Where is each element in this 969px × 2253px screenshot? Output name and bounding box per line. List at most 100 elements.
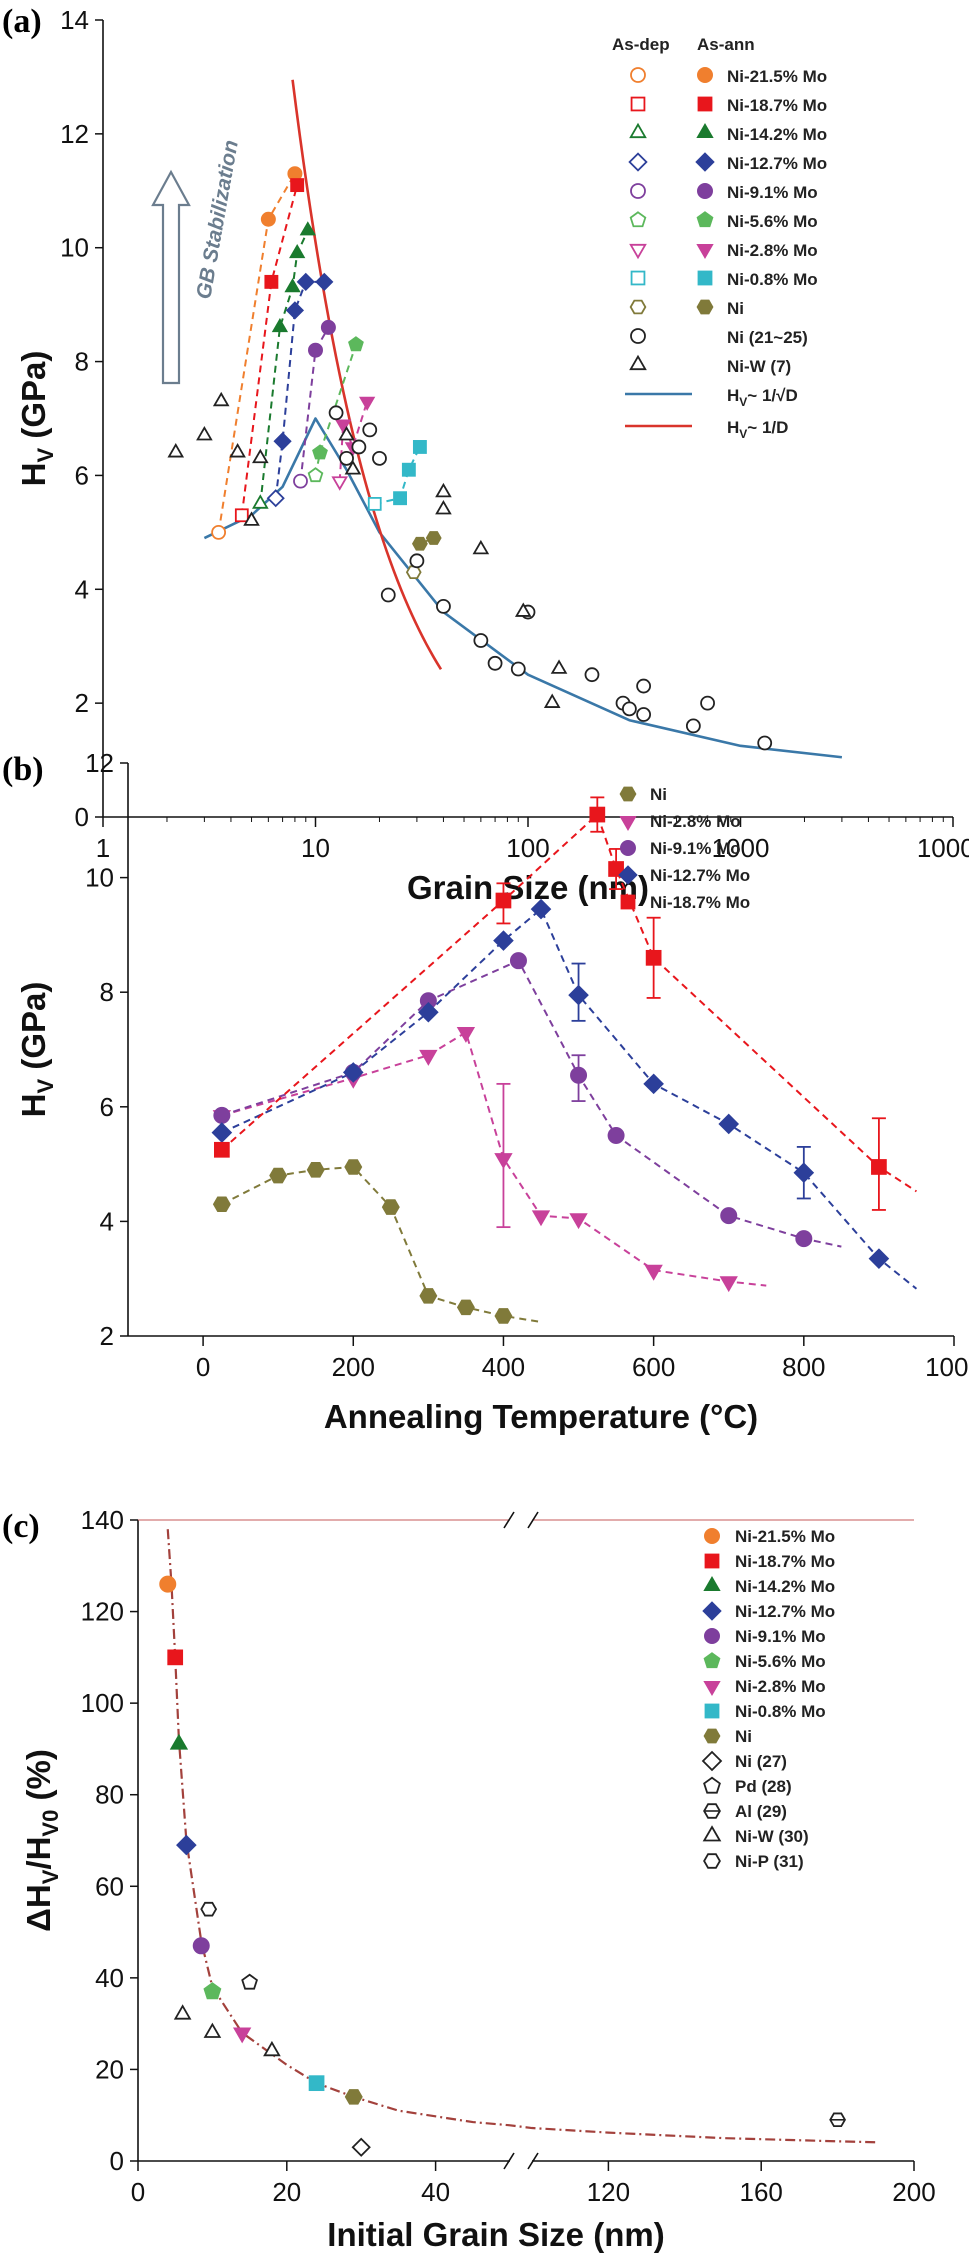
dashed-line-ni-2-8-mo	[221, 1030, 767, 1287]
legend-label-ni: Ni	[650, 785, 667, 804]
legend-swatch-as-ann-ni-21-5-mo	[697, 67, 713, 83]
legend-label-ni-12-7-mo: Ni-12.7% Mo	[727, 154, 827, 173]
panel-b-y-tick-label: 6	[100, 1092, 114, 1122]
legend-label-ni-9-1-mo: Ni-9.1% Mo	[650, 839, 741, 858]
legend-label-ni-21-25: Ni (21~25)	[727, 328, 808, 347]
point-ni-w-7	[167, 443, 185, 458]
panel-c-x-tick-label: 200	[892, 2177, 935, 2207]
point-al-29	[829, 2112, 846, 2128]
point-ni-2-8-mo	[719, 1276, 738, 1293]
panel-b-x-tick-label: 0	[196, 1352, 210, 1382]
legend-swatch-pd-28	[703, 1776, 721, 1794]
point-ni-9-1-mo	[570, 1066, 588, 1084]
point-pd-28	[241, 1973, 258, 1990]
legend-label-ni-2-8-mo: Ni-2.8% Mo	[650, 812, 741, 831]
legend-swatch-ni-21-25	[630, 328, 646, 344]
as-ann-point-ni-18-7-mo	[290, 178, 305, 193]
point-ni-12-7-mo	[793, 1162, 815, 1183]
dashed-guide-ni-5-6-mo	[314, 344, 357, 476]
legend-label-ni-w-30: Ni-W (30)	[735, 1827, 809, 1846]
legend-swatch-ni	[703, 1728, 721, 1744]
panel-b-label: (b)	[2, 751, 44, 788]
panel-a-ylabel: H	[15, 463, 52, 487]
panel-c-ylabel-sub2: V0	[38, 1810, 63, 1837]
point-ni-21-25	[409, 553, 425, 569]
panel-b-markers	[211, 806, 890, 1324]
panel-c-axis-break-mark	[503, 1511, 515, 1529]
point-ni-12-7-mo	[868, 1248, 890, 1269]
legend-label-fit-1: HV~ 1/D	[727, 418, 788, 441]
legend-swatch-as-ann-ni-5-6-mo	[696, 211, 714, 228]
legend-label-ni-14-2-mo: Ni-14.2% Mo	[727, 125, 827, 144]
point-ni-21-25	[473, 633, 489, 648]
panel-a-label: (a)	[2, 3, 42, 40]
point-ni-27	[351, 2137, 371, 2157]
legend-swatch-as-dep-ni-9-1-mo	[630, 183, 646, 199]
dashed-line-ni-9-1-mo	[221, 959, 842, 1248]
legend-label-ni-2-8-mo: Ni-2.8% Mo	[727, 241, 818, 260]
point-ni-21-5-mo	[159, 1575, 177, 1593]
legend-swatch-ni	[619, 786, 637, 802]
as-ann-point-ni-14-2-mo	[289, 244, 306, 259]
legend-swatch-as-ann-ni-0-8-mo	[697, 270, 713, 286]
legend-label-ni-0-8-mo: Ni-0.8% Mo	[735, 1702, 826, 1721]
gb-stabilization-annotation: GB Stabilization	[151, 138, 243, 385]
point-ni	[419, 1288, 438, 1304]
point-ni-21-25	[621, 701, 637, 717]
as-ann-point-ni-12-7-mo	[296, 272, 315, 291]
panel-a-y-tick-label: 4	[75, 574, 89, 604]
legend-swatch-al-29	[703, 1803, 721, 1819]
legend-label-ni-p-31: Ni-P (31)	[735, 1852, 804, 1871]
panel-b-ylabel-sub: V	[33, 1079, 58, 1094]
panel-b-x-tick-label: 1000	[925, 1352, 969, 1382]
legend-label-al-29: Al (29)	[735, 1802, 787, 1821]
point-ni-9-1-mo	[509, 952, 527, 970]
point-ni-21-25	[351, 439, 367, 455]
point-ni-21-25	[636, 707, 652, 722]
point-ni-w-7	[435, 499, 452, 515]
point-ni-2-8-mo	[494, 1153, 513, 1169]
legend-label-ni: Ni	[727, 299, 744, 318]
panel-b-y-tick-label: 8	[100, 977, 114, 1007]
panel-b-x-tick-label: 400	[482, 1352, 525, 1382]
as-ann-point-ni-9-1-mo	[308, 342, 323, 358]
point-ni-21-25	[372, 450, 387, 466]
point-ni-18-7-mo	[214, 1141, 230, 1158]
point-ni-9-1-mo	[192, 1937, 210, 1955]
panel-b-x-tick-label: 800	[782, 1352, 825, 1382]
as-ann-point-ni-14-2-mo	[284, 278, 301, 293]
panel-c-x-tick-label: 40	[421, 2177, 450, 2207]
point-ni-9-1-mo	[213, 1106, 231, 1124]
panel-c-legend: Ni-21.5% Mo Ni-18.7% Mo Ni-14.2% Mo Ni-12.7…	[701, 1527, 835, 1871]
point-ni	[344, 2089, 363, 2105]
point-ni-21-25	[436, 598, 451, 614]
legend-label-ni-0-8-mo: Ni-0.8% Mo	[727, 270, 818, 289]
as-ann-point-ni-2-8-mo	[335, 419, 352, 434]
panel-b-axes: 2468101202004006008001000Annealing Tempe…	[15, 748, 969, 1435]
point-ni-14-2-mo	[169, 1733, 189, 1750]
point-ni-w-7	[344, 460, 362, 475]
point-ni	[494, 1308, 513, 1324]
point-ni-21-25	[328, 405, 344, 421]
point-ni	[269, 1167, 288, 1184]
panel-b-ylabel: H	[15, 1094, 52, 1118]
point-ni-12-7-mo	[342, 1062, 364, 1083]
as-dep-point-ni-12-7-mo	[266, 489, 285, 508]
dashed-line-ni	[221, 1165, 542, 1323]
panel-c-axis-break-mark	[527, 1511, 539, 1529]
legend-swatch-as-ann-ni-12-7-mo	[695, 152, 715, 172]
point-ni-12-7-mo	[176, 1834, 197, 1856]
point-ni-w-7	[514, 602, 532, 617]
legend-swatch-as-dep-ni	[629, 299, 647, 315]
legend-label-ni-w-7: Ni-W (7)	[727, 357, 791, 376]
panel-a-axes: 02468101214110100100010000Grain Size (nm…	[15, 5, 969, 906]
panel-a-y-tick-label: 8	[75, 347, 89, 377]
panel-c-chart: (c) 0 20 40 60 80 100 120 140 0 20 40 120 160 200 Init…	[2, 1505, 936, 2253]
legend-swatch-ni-27	[701, 1750, 723, 1772]
legend-label-ni-9-1-mo: Ni-9.1% Mo	[735, 1627, 826, 1646]
legend-swatch-ni-9-1-mo	[620, 840, 636, 856]
point-ni	[344, 1159, 363, 1175]
point-ni-0-8-mo	[308, 2075, 325, 2092]
panel-c-y-tick-label: 20	[95, 2054, 124, 2084]
